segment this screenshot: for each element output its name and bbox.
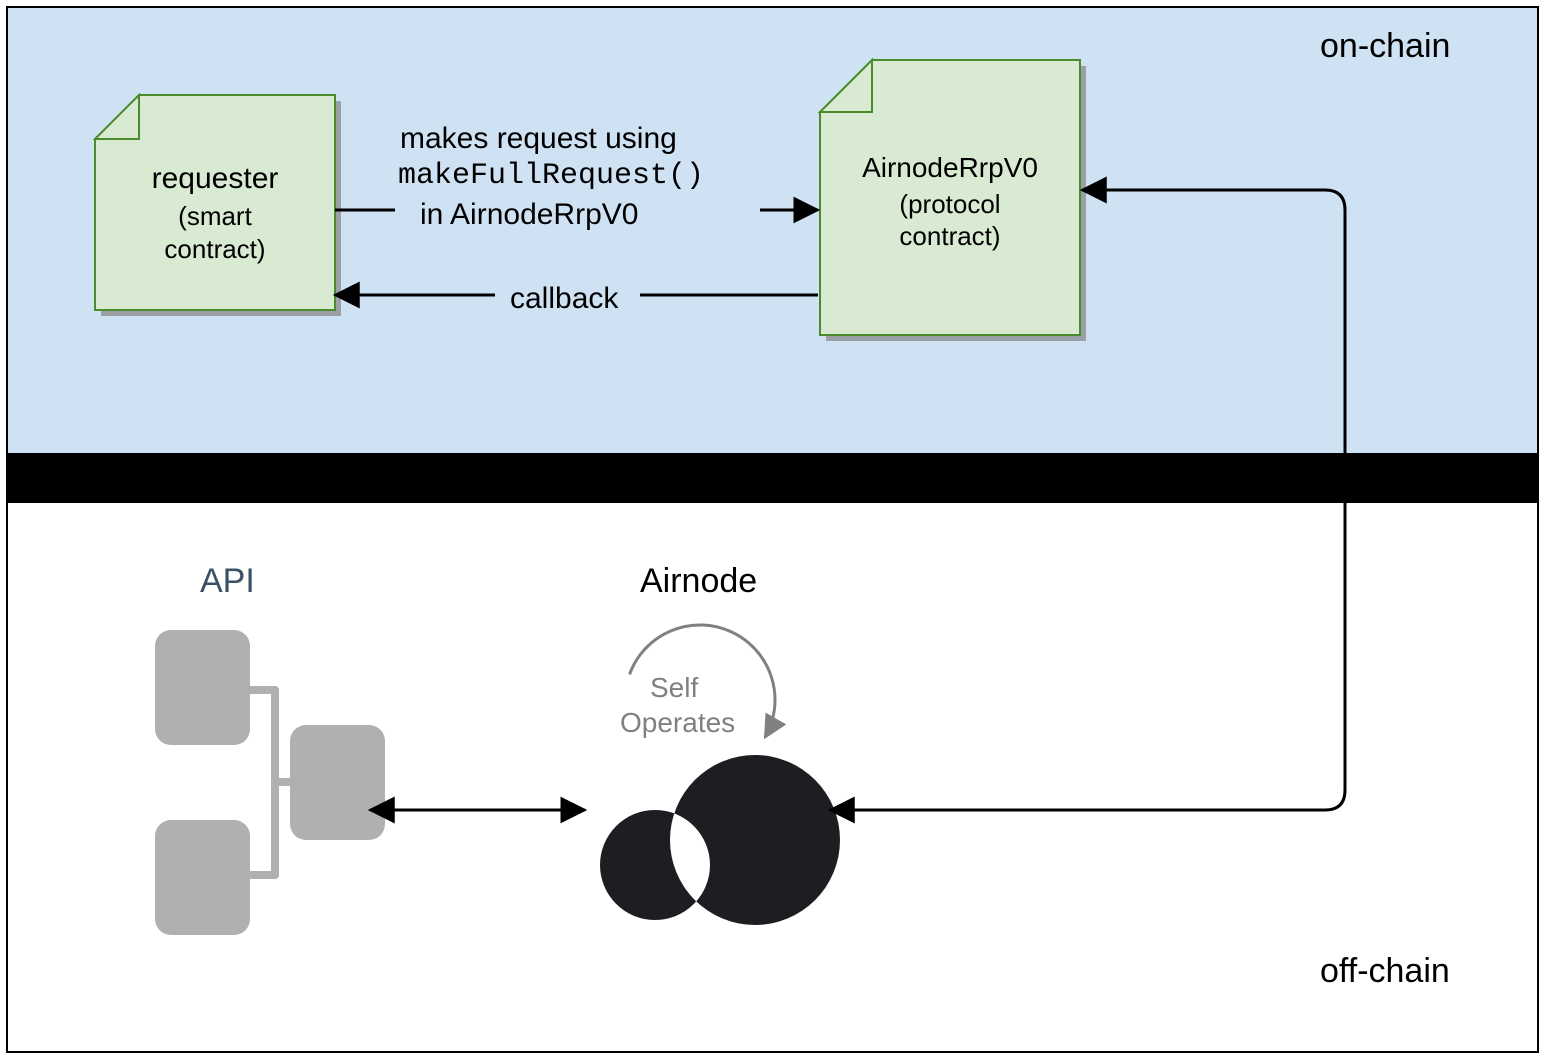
- airnode-rrp-subtitle-2: contract): [840, 220, 1060, 253]
- diagram-svg: [0, 0, 1545, 1059]
- onchain-label: on-chain: [1320, 25, 1450, 68]
- request-text-line1: makes request using: [400, 120, 677, 158]
- diagram-stage: on-chain off-chain API Airnode Self Oper…: [0, 0, 1545, 1059]
- airnode-label: Airnode: [640, 560, 757, 603]
- airnode-rrp-title: AirnodeRrpV0: [840, 150, 1060, 185]
- self-operates-line1: Self: [650, 670, 698, 705]
- callback-text: callback: [510, 280, 618, 318]
- offchain-label: off-chain: [1320, 950, 1450, 993]
- self-operates-line2: Operates: [620, 705, 735, 740]
- airnode-rrp-subtitle-1: (protocol: [840, 188, 1060, 221]
- request-text-line3: in AirnodeRrpV0: [420, 196, 638, 234]
- requester-title: requester: [135, 160, 295, 198]
- request-text-line2: makeFullRequest(): [398, 158, 704, 196]
- requester-subtitle-2: contract): [135, 233, 295, 266]
- divider-bar: [7, 453, 1538, 503]
- requester-subtitle-1: (smart: [135, 200, 295, 233]
- api-label: API: [200, 560, 255, 603]
